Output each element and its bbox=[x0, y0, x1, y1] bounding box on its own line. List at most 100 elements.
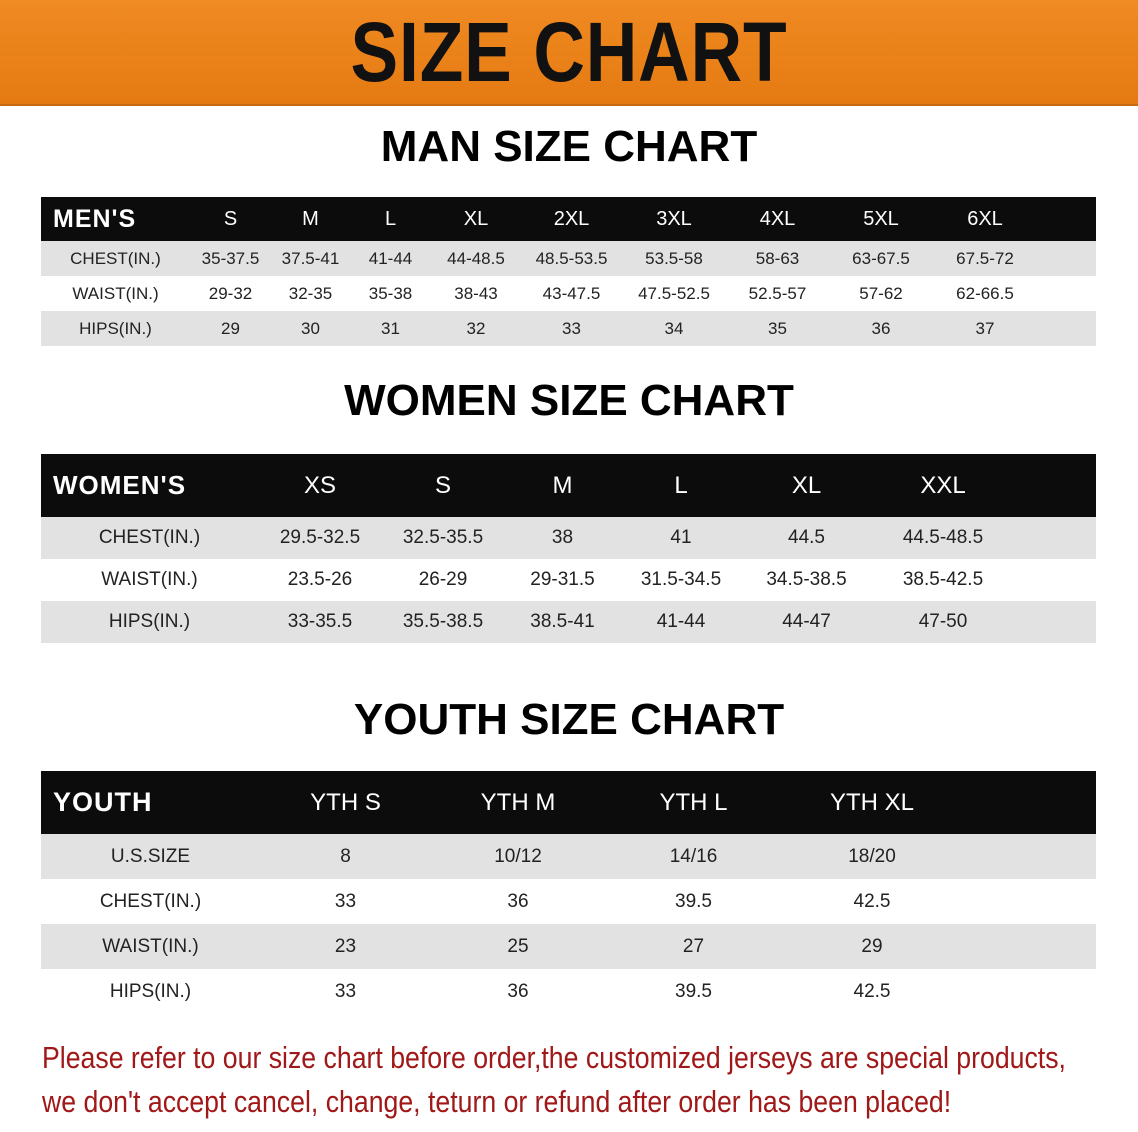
women-size-table: WOMEN'S XS S M L XL XXL CHEST(IN.) 29.5-32.5 32.5… bbox=[41, 454, 1096, 643]
row-label: WAIST(IN.) bbox=[102, 935, 199, 957]
header-size: 4XL bbox=[759, 207, 796, 230]
table-cell: 37 bbox=[975, 318, 995, 338]
header-size: 5XL bbox=[863, 207, 899, 230]
table-cell: 47-50 bbox=[918, 611, 968, 632]
table-cell: 35 bbox=[768, 318, 787, 338]
table-cell: 31 bbox=[381, 318, 400, 338]
table-cell: 38 bbox=[551, 527, 574, 548]
header-category: YOUTH bbox=[53, 787, 153, 817]
table-cell: 26-29 bbox=[418, 569, 468, 590]
header-size: XXL bbox=[920, 471, 966, 499]
table-cell: 33 bbox=[562, 318, 581, 338]
row-label: WAIST(IN.) bbox=[101, 569, 198, 590]
row-label: HIPS(IN.) bbox=[108, 611, 191, 632]
table-header-row: YOUTH YTH S YTH M YTH L YTH XL bbox=[41, 771, 1096, 834]
table-cell: 34.5-38.5 bbox=[766, 569, 847, 590]
table-row: WAIST(IN.) 23.5-26 26-29 29-31.5 31.5-34.5 34… bbox=[41, 559, 1096, 601]
header-size: 6XL bbox=[967, 207, 1003, 230]
row-label: HIPS(IN.) bbox=[109, 980, 192, 1002]
table-cell: 39.5 bbox=[675, 890, 712, 912]
table-cell: 29-32 bbox=[208, 283, 253, 303]
header-size: S bbox=[223, 207, 238, 230]
table-header-row: MEN'S S M L XL 2XL 3XL 4XL 5XL 6XL bbox=[41, 197, 1096, 241]
table-cell: 43-47.5 bbox=[542, 283, 601, 303]
table-cell: 39.5 bbox=[675, 980, 712, 1002]
table-cell: 10/12 bbox=[494, 845, 542, 867]
row-label: CHEST(IN.) bbox=[98, 527, 201, 548]
row-label: CHEST(IN.) bbox=[70, 248, 161, 268]
table-row: CHEST(IN.) 33 36 39.5 42.5 bbox=[41, 879, 1096, 924]
table-row: HIPS(IN.) 33-35.5 35.5-38.5 38.5-41 41-44 44-… bbox=[41, 601, 1096, 643]
table-cell: 33-35.5 bbox=[287, 611, 353, 632]
table-cell: 63-67.5 bbox=[852, 248, 910, 268]
row-label: WAIST(IN.) bbox=[72, 283, 159, 303]
table-cell: 58-63 bbox=[755, 248, 800, 268]
table-row: WAIST(IN.) 23 25 27 29 bbox=[41, 924, 1096, 969]
table-cell: 44.5-48.5 bbox=[902, 527, 984, 548]
table-cell: 38.5-41 bbox=[530, 611, 595, 632]
header-category: WOMEN'S bbox=[53, 470, 187, 500]
table-cell: 32.5-35.5 bbox=[402, 527, 484, 548]
table-row: HIPS(IN.) 29 30 31 32 33 34 35 36 37 bbox=[41, 311, 1096, 346]
row-label: HIPS(IN.) bbox=[79, 318, 152, 338]
table-cell: 44.5 bbox=[788, 527, 825, 548]
table-header-row: WOMEN'S XS S M L XL XXL bbox=[41, 454, 1096, 517]
table-cell: 38-43 bbox=[454, 283, 498, 303]
row-label: CHEST(IN.) bbox=[99, 890, 202, 912]
table-cell: 8 bbox=[340, 845, 351, 867]
header-size: M bbox=[552, 471, 573, 499]
header-category: MEN'S bbox=[53, 204, 137, 233]
table-row: U.S.SIZE 8 10/12 14/16 18/20 bbox=[41, 834, 1096, 879]
table-cell: 23 bbox=[334, 935, 357, 957]
header-size: S bbox=[434, 471, 451, 499]
table-cell: 29.5-32.5 bbox=[279, 527, 361, 548]
header-size: XL bbox=[791, 471, 822, 499]
table-row: WAIST(IN.) 29-32 32-35 35-38 38-43 43-47.5 47.… bbox=[41, 276, 1096, 311]
table-cell: 35-37.5 bbox=[201, 248, 260, 268]
table-row: CHEST(IN.) 29.5-32.5 32.5-35.5 38 41 44.5 44.5… bbox=[41, 517, 1096, 559]
table-cell: 67.5-72 bbox=[956, 248, 1014, 268]
header-size: YTH M bbox=[480, 788, 556, 816]
youth-section-title: YOUTH SIZE CHART bbox=[353, 695, 785, 744]
header-size: YTH L bbox=[659, 788, 728, 816]
table-cell: 48.5-53.5 bbox=[535, 248, 608, 268]
notice-line-2: we don't accept cancel, change, teturn o… bbox=[42, 1084, 952, 1119]
table-cell: 23.5-26 bbox=[287, 569, 353, 590]
header-size: 2XL bbox=[553, 207, 590, 230]
row-label: U.S.SIZE bbox=[110, 845, 191, 867]
table-row: CHEST(IN.) 35-37.5 37.5-41 41-44 44-48.5 48.5… bbox=[41, 241, 1096, 276]
table-cell: 41-44 bbox=[368, 248, 413, 268]
table-cell: 29 bbox=[861, 935, 883, 957]
table-cell: 14/16 bbox=[669, 845, 718, 867]
table-cell: 30 bbox=[301, 318, 320, 338]
table-cell: 33 bbox=[334, 980, 357, 1002]
table-cell: 44-47 bbox=[782, 611, 831, 632]
table-cell: 52.5-57 bbox=[748, 283, 807, 303]
table-cell: 41-44 bbox=[656, 611, 706, 632]
table-cell: 32 bbox=[466, 318, 486, 338]
order-notice: Please refer to our size chart before or… bbox=[42, 1036, 1066, 1124]
notice-line-1: Please refer to our size chart before or… bbox=[42, 1040, 1066, 1075]
table-cell: 38.5-42.5 bbox=[902, 569, 984, 590]
page-title: SIZE CHART bbox=[350, 5, 788, 99]
table-cell: 18/20 bbox=[848, 845, 896, 867]
header-size: M bbox=[302, 207, 319, 230]
table-cell: 36 bbox=[507, 980, 529, 1002]
table-cell: 34 bbox=[664, 318, 684, 338]
table-cell: 53.5-58 bbox=[645, 248, 703, 268]
table-cell: 33 bbox=[334, 890, 357, 912]
header-size: XL bbox=[463, 207, 489, 230]
table-cell: 35-38 bbox=[368, 283, 413, 303]
men-size-table: MEN'S S M L XL 2XL 3XL 4XL 5XL 6XL CHEST(IN.) 35-37… bbox=[41, 197, 1096, 346]
header-size: XS bbox=[303, 471, 336, 499]
table-cell: 36 bbox=[507, 890, 529, 912]
table-cell: 36 bbox=[871, 318, 891, 338]
table-cell: 29 bbox=[221, 318, 240, 338]
youth-size-table: YOUTH YTH S YTH M YTH L YTH XL U.S.SIZE 8 10/12… bbox=[41, 771, 1096, 1014]
table-cell: 35.5-38.5 bbox=[402, 611, 484, 632]
table-cell: 42.5 bbox=[853, 980, 891, 1002]
table-cell: 25 bbox=[507, 935, 529, 957]
table-cell: 57-62 bbox=[859, 283, 903, 303]
header-size: YTH XL bbox=[829, 788, 915, 816]
table-cell: 41 bbox=[670, 527, 692, 548]
